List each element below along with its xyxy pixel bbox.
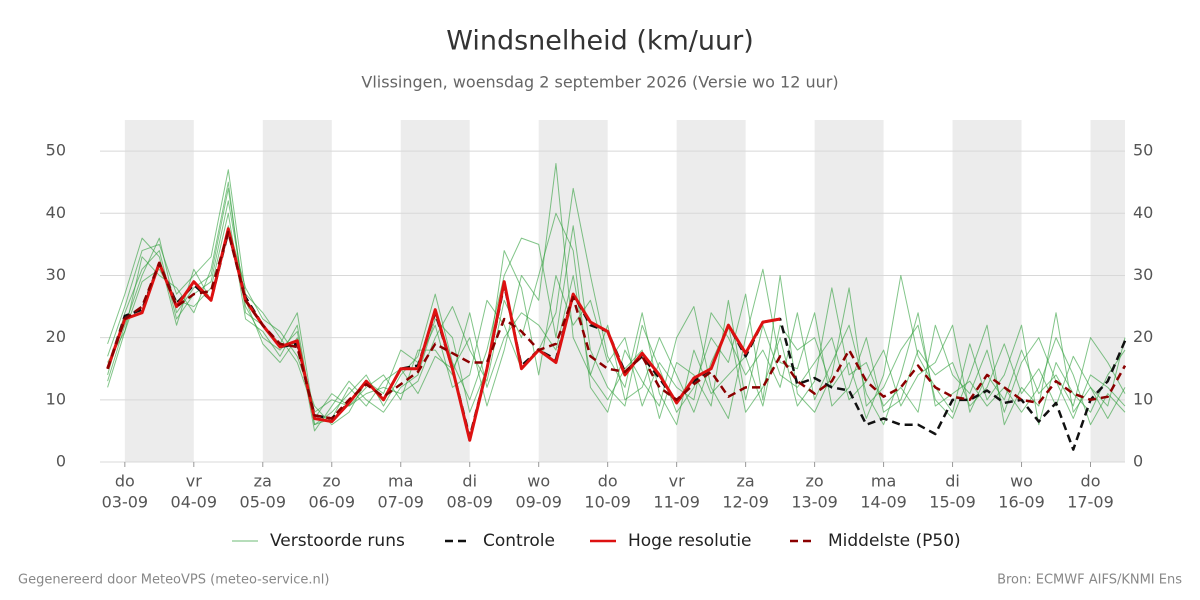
y-tick-label: 30 xyxy=(46,265,66,284)
x-tick-date: 16-09 xyxy=(998,493,1045,512)
x-tick-date: 06-09 xyxy=(309,493,356,512)
x-tick-date: 12-09 xyxy=(722,493,769,512)
day-shade xyxy=(1090,120,1125,462)
footer-right: Bron: ECMWF AIFS/KNMI Ens xyxy=(997,573,1182,588)
x-tick-date: 15-09 xyxy=(929,493,976,512)
x-tick-date: 05-09 xyxy=(240,493,287,512)
x-tick-weekday: ma xyxy=(871,472,896,491)
x-tick-date: 13-09 xyxy=(791,493,838,512)
y-tick-label: 0 xyxy=(56,452,66,471)
x-tick-date: 08-09 xyxy=(446,493,493,512)
x-tick-weekday: wo xyxy=(1010,472,1033,491)
x-tick-weekday: zo xyxy=(323,472,341,491)
x-tick-weekday: ma xyxy=(388,472,413,491)
day-shade xyxy=(262,120,332,462)
x-tick-date: 11-09 xyxy=(653,493,700,512)
legend-label: Hoge resolutie xyxy=(628,531,752,551)
x-tick-weekday: do xyxy=(1081,472,1101,491)
x-tick-weekday: vr xyxy=(186,472,202,491)
day-shade xyxy=(538,120,608,462)
x-tick-weekday: vr xyxy=(669,472,685,491)
chart-title: Windsnelheid (km/uur) xyxy=(446,26,754,57)
y-tick-label: 20 xyxy=(46,327,66,346)
day-shade xyxy=(400,120,470,462)
y2-tick-label: 20 xyxy=(1133,327,1153,346)
x-tick-date: 17-09 xyxy=(1067,493,1114,512)
x-tick-weekday: di xyxy=(462,472,477,491)
x-tick-weekday: za xyxy=(254,472,272,491)
x-tick-weekday: wo xyxy=(527,472,550,491)
y-tick-label: 40 xyxy=(46,203,66,222)
x-tick-date: 10-09 xyxy=(584,493,631,512)
x-tick-date: 09-09 xyxy=(515,493,562,512)
legend-label: Verstoorde runs xyxy=(270,531,405,551)
ensemble-run xyxy=(107,187,1126,426)
day-shade xyxy=(676,120,746,462)
chart-subtitle: Vlissingen, woensdag 2 september 2026 (V… xyxy=(361,73,838,92)
y2-tick-label: 0 xyxy=(1133,452,1143,471)
legend-label: Middelste (P50) xyxy=(828,531,961,551)
x-tick-date: 03-09 xyxy=(102,493,149,512)
ensemble-run xyxy=(107,163,1126,426)
x-tick-weekday: zo xyxy=(806,472,824,491)
y-tick-label: 50 xyxy=(46,141,66,160)
day-shade xyxy=(124,120,194,462)
y-tick-label: 10 xyxy=(46,389,66,408)
footer-left: Gegenereerd door MeteoVPS (meteo-service… xyxy=(18,573,329,588)
x-tick-weekday: za xyxy=(737,472,755,491)
y2-tick-label: 40 xyxy=(1133,203,1153,222)
series-line xyxy=(106,230,1127,420)
x-tick-date: 14-09 xyxy=(860,493,907,512)
ensemble-run xyxy=(107,187,1126,426)
y2-tick-label: 30 xyxy=(1133,265,1153,284)
x-tick-date: 07-09 xyxy=(377,493,424,512)
x-tick-date: 04-09 xyxy=(171,493,218,512)
x-tick-weekday: do xyxy=(115,472,135,491)
y2-tick-label: 10 xyxy=(1133,389,1153,408)
ensemble-run xyxy=(107,169,1126,419)
ensemble-run xyxy=(107,181,1126,419)
day-shade xyxy=(952,120,1022,462)
x-tick-weekday: do xyxy=(598,472,618,491)
y2-tick-label: 50 xyxy=(1133,141,1153,160)
legend-label: Controle xyxy=(483,531,555,551)
x-tick-weekday: di xyxy=(945,472,960,491)
